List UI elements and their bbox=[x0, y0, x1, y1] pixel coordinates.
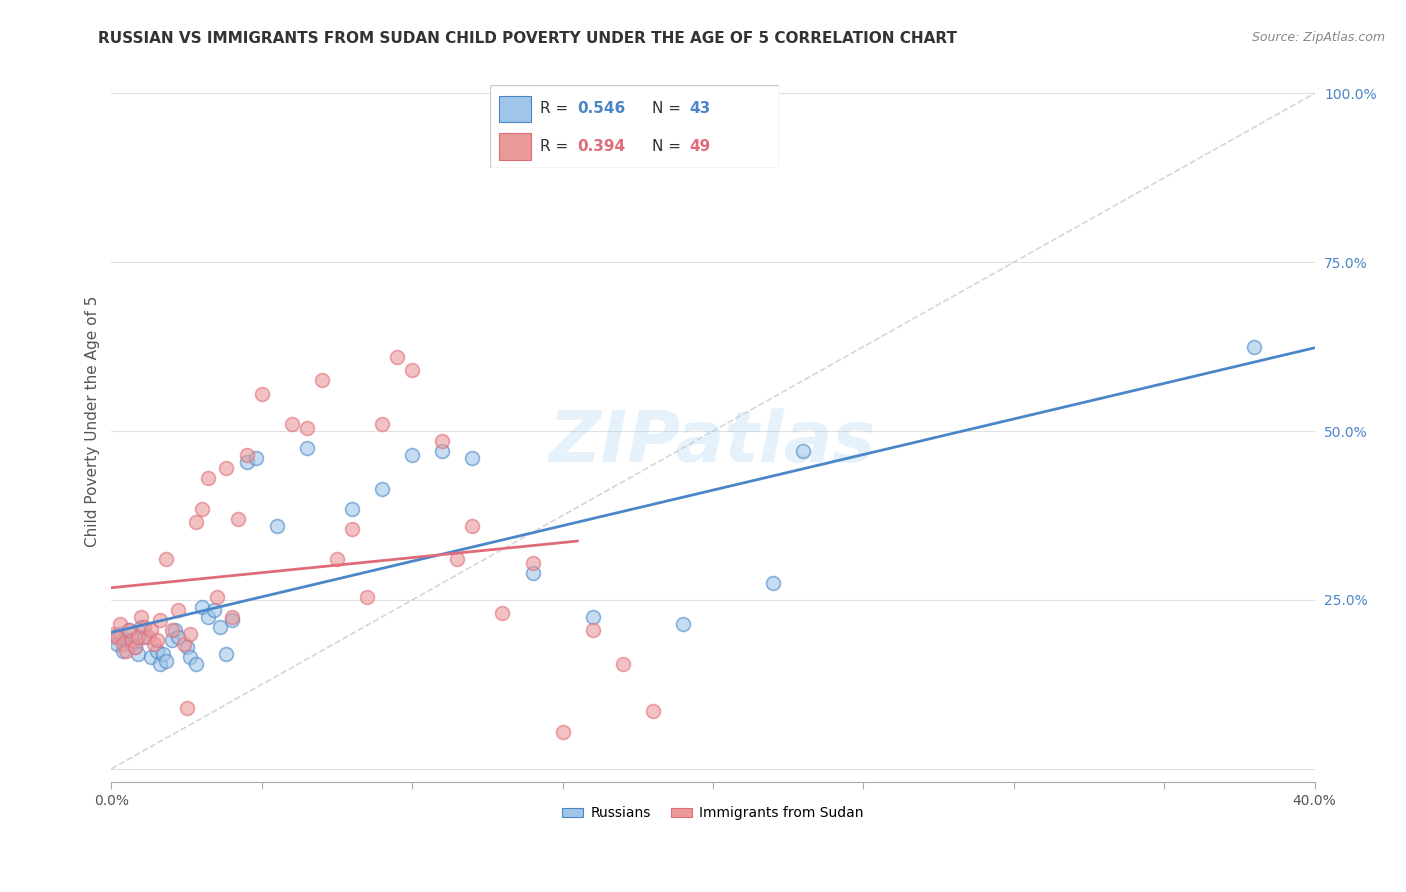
Point bbox=[432, 434, 454, 449]
Point bbox=[115, 633, 138, 648]
Point bbox=[155, 552, 177, 566]
Point bbox=[131, 610, 153, 624]
Point bbox=[160, 633, 183, 648]
Point bbox=[551, 724, 574, 739]
Point bbox=[522, 556, 544, 570]
Point bbox=[326, 552, 349, 566]
Point bbox=[110, 626, 132, 640]
Point bbox=[103, 626, 125, 640]
Point bbox=[148, 613, 170, 627]
Point bbox=[121, 637, 143, 651]
Text: ZIPatlas: ZIPatlas bbox=[550, 409, 877, 477]
Point bbox=[215, 461, 238, 475]
Point bbox=[522, 566, 544, 580]
Point bbox=[202, 603, 225, 617]
Point bbox=[173, 637, 195, 651]
Point bbox=[124, 640, 146, 655]
Point bbox=[134, 630, 156, 644]
Point bbox=[131, 620, 153, 634]
Point bbox=[127, 647, 149, 661]
Point bbox=[148, 657, 170, 672]
Point bbox=[112, 637, 135, 651]
Point bbox=[145, 633, 167, 648]
Point bbox=[1243, 340, 1265, 354]
Point bbox=[446, 552, 468, 566]
Point bbox=[340, 522, 363, 536]
Point bbox=[371, 482, 394, 496]
Point bbox=[295, 421, 318, 435]
Point bbox=[166, 603, 188, 617]
Point bbox=[110, 616, 132, 631]
Point bbox=[118, 624, 141, 638]
Point bbox=[250, 387, 273, 401]
Point bbox=[136, 630, 159, 644]
Point bbox=[582, 624, 605, 638]
Point bbox=[208, 620, 231, 634]
Point bbox=[295, 441, 318, 455]
Point bbox=[311, 374, 333, 388]
Point bbox=[166, 630, 188, 644]
Point bbox=[142, 637, 165, 651]
Point bbox=[236, 448, 259, 462]
Point bbox=[118, 624, 141, 638]
Point bbox=[103, 630, 125, 644]
Point bbox=[134, 620, 156, 634]
Point bbox=[792, 444, 814, 458]
Point bbox=[340, 501, 363, 516]
Point bbox=[432, 444, 454, 458]
Point bbox=[145, 643, 167, 657]
Point bbox=[672, 616, 695, 631]
Point bbox=[163, 624, 186, 638]
Point bbox=[197, 471, 219, 485]
Point bbox=[215, 647, 238, 661]
Point bbox=[139, 650, 162, 665]
Point bbox=[612, 657, 634, 672]
Point bbox=[127, 630, 149, 644]
Point bbox=[152, 647, 174, 661]
Point bbox=[107, 637, 129, 651]
Point bbox=[184, 516, 207, 530]
Text: Source: ZipAtlas.com: Source: ZipAtlas.com bbox=[1251, 31, 1385, 45]
Point bbox=[371, 417, 394, 432]
Point bbox=[124, 640, 146, 655]
Text: RUSSIAN VS IMMIGRANTS FROM SUDAN CHILD POVERTY UNDER THE AGE OF 5 CORRELATION CH: RUSSIAN VS IMMIGRANTS FROM SUDAN CHILD P… bbox=[98, 31, 957, 46]
Point bbox=[266, 518, 288, 533]
Point bbox=[226, 512, 249, 526]
Point bbox=[236, 454, 259, 468]
Point bbox=[160, 624, 183, 638]
Point bbox=[221, 610, 243, 624]
Point bbox=[582, 610, 605, 624]
Point bbox=[461, 451, 484, 466]
Point bbox=[641, 705, 664, 719]
Point bbox=[401, 448, 423, 462]
Point bbox=[190, 599, 212, 614]
Point bbox=[107, 630, 129, 644]
Point bbox=[491, 607, 513, 621]
Point bbox=[401, 363, 423, 377]
Point bbox=[184, 657, 207, 672]
Point bbox=[115, 643, 138, 657]
Point bbox=[139, 624, 162, 638]
Point bbox=[205, 590, 228, 604]
Point bbox=[762, 576, 785, 591]
Point bbox=[356, 590, 378, 604]
Point bbox=[385, 350, 408, 364]
Legend: Russians, Immigrants from Sudan: Russians, Immigrants from Sudan bbox=[557, 801, 869, 826]
Point bbox=[221, 613, 243, 627]
Point bbox=[197, 610, 219, 624]
Point bbox=[179, 626, 201, 640]
Point bbox=[179, 650, 201, 665]
Y-axis label: Child Poverty Under the Age of 5: Child Poverty Under the Age of 5 bbox=[86, 295, 100, 547]
Point bbox=[281, 417, 304, 432]
Point bbox=[155, 654, 177, 668]
Point bbox=[190, 501, 212, 516]
Point bbox=[112, 643, 135, 657]
Point bbox=[461, 518, 484, 533]
Point bbox=[176, 701, 198, 715]
Point bbox=[176, 640, 198, 655]
Point bbox=[245, 451, 267, 466]
Point bbox=[121, 633, 143, 648]
